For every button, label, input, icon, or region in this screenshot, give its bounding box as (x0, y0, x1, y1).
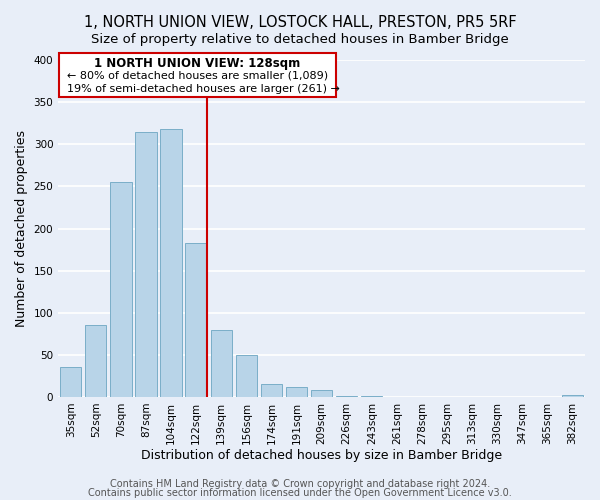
Bar (336, 396, 358, 397)
Y-axis label: Number of detached properties: Number of detached properties (15, 130, 28, 327)
Text: Size of property relative to detached houses in Bamber Bridge: Size of property relative to detached ho… (91, 32, 509, 46)
Bar (136, 132, 157, 397)
Text: 1 NORTH UNION VIEW: 128sqm: 1 NORTH UNION VIEW: 128sqm (94, 57, 301, 70)
Text: 19% of semi-detached houses are larger (261) →: 19% of semi-detached houses are larger (… (67, 84, 340, 94)
Bar (160, 129, 182, 397)
Text: ← 80% of detached houses are smaller (1,089): ← 80% of detached houses are smaller (1,… (67, 70, 328, 81)
Bar (60, 368, 82, 397)
FancyBboxPatch shape (59, 54, 335, 97)
Text: 1, NORTH UNION VIEW, LOSTOCK HALL, PRESTON, PR5 5RF: 1, NORTH UNION VIEW, LOSTOCK HALL, PREST… (83, 15, 517, 30)
Bar (236, 355, 257, 397)
Bar (286, 387, 307, 397)
Bar (110, 182, 131, 397)
Text: Contains public sector information licensed under the Open Government Licence v3: Contains public sector information licen… (88, 488, 512, 498)
Bar (85, 326, 106, 397)
X-axis label: Distribution of detached houses by size in Bamber Bridge: Distribution of detached houses by size … (141, 450, 502, 462)
Bar (562, 396, 583, 397)
Text: Contains HM Land Registry data © Crown copyright and database right 2024.: Contains HM Land Registry data © Crown c… (110, 479, 490, 489)
Bar (185, 243, 207, 397)
Bar (361, 396, 382, 397)
Bar (211, 330, 232, 397)
Bar (311, 390, 332, 397)
Bar (261, 384, 282, 397)
